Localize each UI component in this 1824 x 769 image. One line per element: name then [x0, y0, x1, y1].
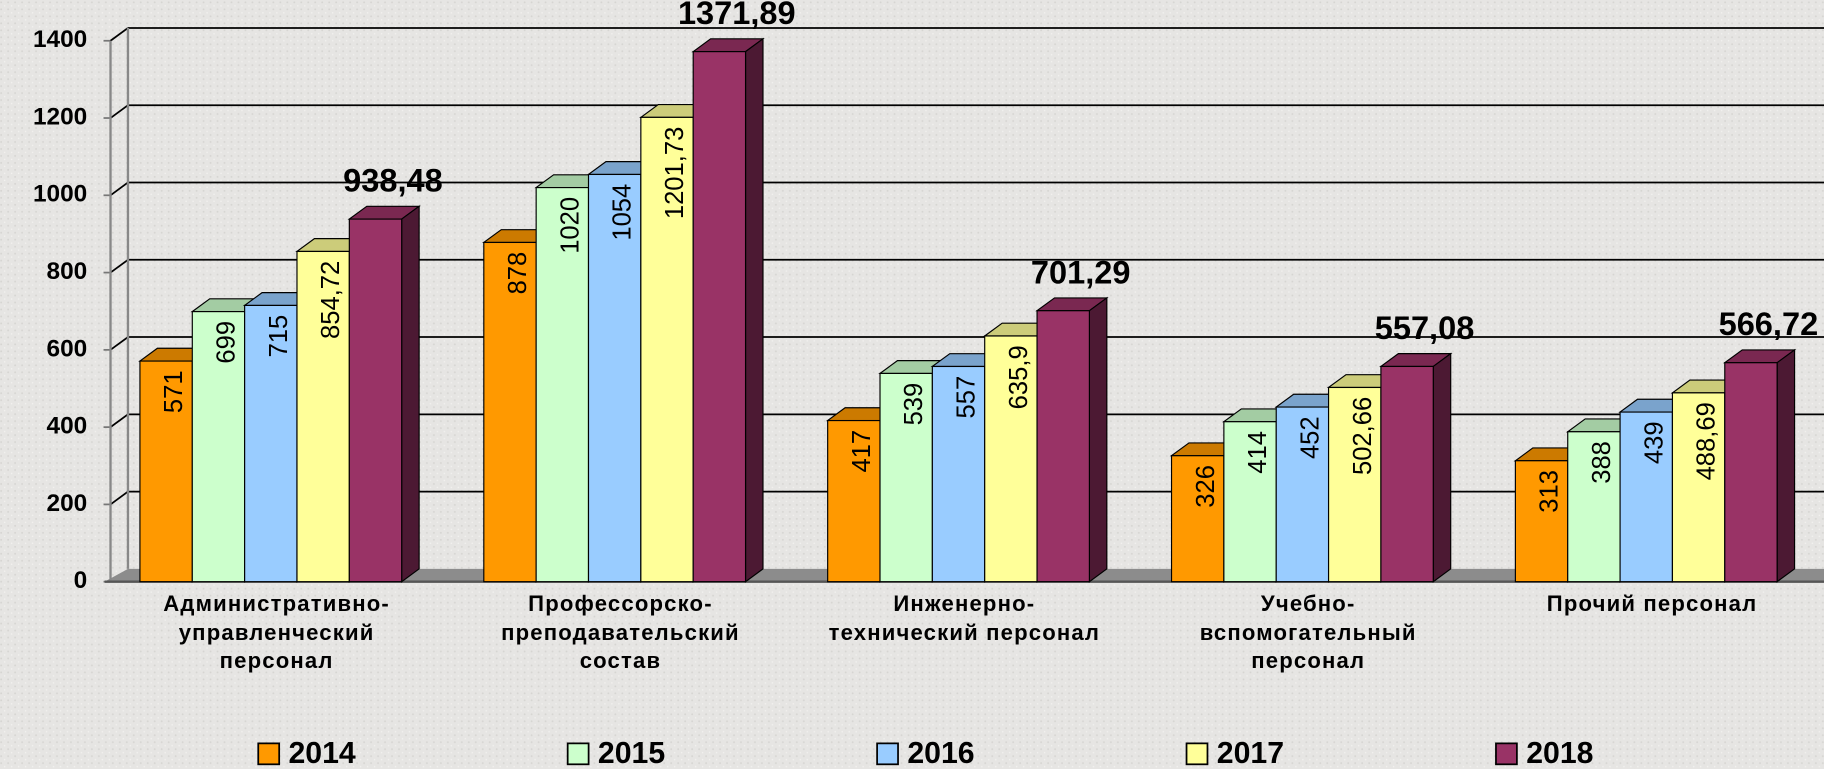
data-label: 1201,73 — [661, 127, 689, 219]
legend-label: 2014 — [288, 737, 355, 769]
legend-label: 2018 — [1526, 737, 1593, 769]
bar — [535, 186, 590, 583]
legend-swatch — [876, 742, 899, 766]
data-label: 414 — [1244, 431, 1272, 474]
bar — [1223, 421, 1277, 583]
x-tick-label-box: Прочий персонал — [1546, 592, 1758, 617]
y-tick-label: 400 — [47, 413, 88, 440]
x-tick-label: Учебно- вспомогательный персонал — [1199, 592, 1417, 675]
grid-line — [109, 336, 129, 351]
data-label: 715 — [265, 315, 293, 358]
legend-swatch — [1495, 742, 1518, 766]
data-label: 388 — [1588, 441, 1616, 484]
y-tick-label: 600 — [47, 335, 88, 362]
data-label: 488,69 — [1693, 402, 1721, 480]
bar-side-shade — [1777, 349, 1795, 582]
bar-side-shade — [1089, 297, 1107, 582]
y-tick-label: 1400 — [33, 26, 87, 53]
bar — [348, 218, 403, 583]
bar — [1619, 411, 1674, 583]
x-tick-label: Административно- управленческий персонал — [163, 592, 390, 675]
bar — [1380, 365, 1434, 583]
bar — [1567, 431, 1621, 583]
grid-line — [109, 104, 129, 119]
bar — [1327, 386, 1382, 583]
data-label: 502,66 — [1349, 397, 1377, 475]
bar — [1275, 406, 1330, 583]
data-label: 566,72 — [1719, 306, 1819, 342]
x-tick-label-box: Учебно- вспомогательный персонал — [1199, 592, 1417, 675]
data-label: 557,08 — [1375, 310, 1475, 346]
data-label: 878 — [504, 252, 532, 295]
data-label: 557 — [953, 376, 981, 419]
bar — [879, 372, 933, 583]
bar-top-shade — [693, 38, 763, 52]
grid-line — [109, 490, 129, 506]
y-tick-label: 0 — [74, 567, 88, 594]
x-tick-label-box: Профессорско- преподавательский состав — [501, 592, 740, 675]
legend-swatch — [1185, 742, 1209, 766]
y-tick-label: 800 — [47, 258, 88, 285]
data-label: 854,72 — [317, 261, 345, 339]
bar — [984, 335, 1038, 583]
y-tick-label: 200 — [47, 490, 88, 517]
data-label: 1020 — [556, 197, 584, 254]
legend-label: 2015 — [598, 737, 665, 769]
data-label: 452 — [1296, 416, 1324, 459]
bar-top-shade — [349, 206, 420, 220]
data-label: 417 — [848, 430, 876, 473]
data-label: 539 — [900, 383, 928, 426]
data-label: 1054 — [609, 184, 637, 241]
data-label: 938,48 — [343, 163, 443, 199]
bar — [191, 311, 246, 583]
bar — [296, 250, 350, 583]
x-tick-label-box: Инженерно- технический персонал — [828, 592, 1101, 646]
legend-label: 2016 — [907, 737, 974, 769]
y-tick-label: 1200 — [33, 103, 87, 130]
bar — [1514, 460, 1569, 583]
data-label: 571 — [160, 370, 188, 413]
bar-side-shade — [401, 206, 420, 582]
bar — [827, 419, 881, 583]
grid-line — [109, 259, 129, 274]
bar-top-shade — [1380, 353, 1451, 367]
data-label: 635,9 — [1005, 345, 1033, 409]
bar — [483, 241, 537, 583]
x-tick-label: Прочий персонал — [1546, 592, 1758, 617]
x-tick-label-box: Административно- управленческий персонал — [163, 592, 390, 675]
bar — [692, 51, 747, 583]
legend-label: 2017 — [1217, 737, 1284, 769]
bar-top-shade — [1724, 349, 1795, 363]
bar-side-shade — [745, 38, 763, 582]
bar-side-shade — [1433, 353, 1451, 582]
data-label: 439 — [1640, 421, 1668, 464]
bar — [1170, 455, 1225, 583]
grid-line — [109, 181, 129, 197]
bar — [1724, 362, 1778, 583]
legend-swatch — [257, 742, 281, 766]
y-tick-label: 1000 — [33, 181, 87, 208]
bar — [244, 304, 298, 583]
bar — [640, 116, 694, 583]
data-label: 326 — [1192, 465, 1220, 508]
bar — [1671, 392, 1726, 583]
bar-top-shade — [1037, 297, 1107, 311]
bar — [139, 360, 193, 583]
data-label: 313 — [1536, 470, 1564, 513]
grid-line — [109, 27, 129, 42]
x-tick-label: Инженерно- технический персонал — [828, 592, 1101, 646]
data-label: 699 — [213, 321, 241, 364]
grid-line — [109, 413, 129, 428]
data-label: 701,29 — [1031, 254, 1131, 290]
x-tick-label: Профессорско- преподавательский состав — [501, 592, 740, 675]
legend-swatch — [566, 742, 590, 766]
bar — [1036, 310, 1090, 583]
data-label: 1371,89 — [678, 0, 796, 31]
